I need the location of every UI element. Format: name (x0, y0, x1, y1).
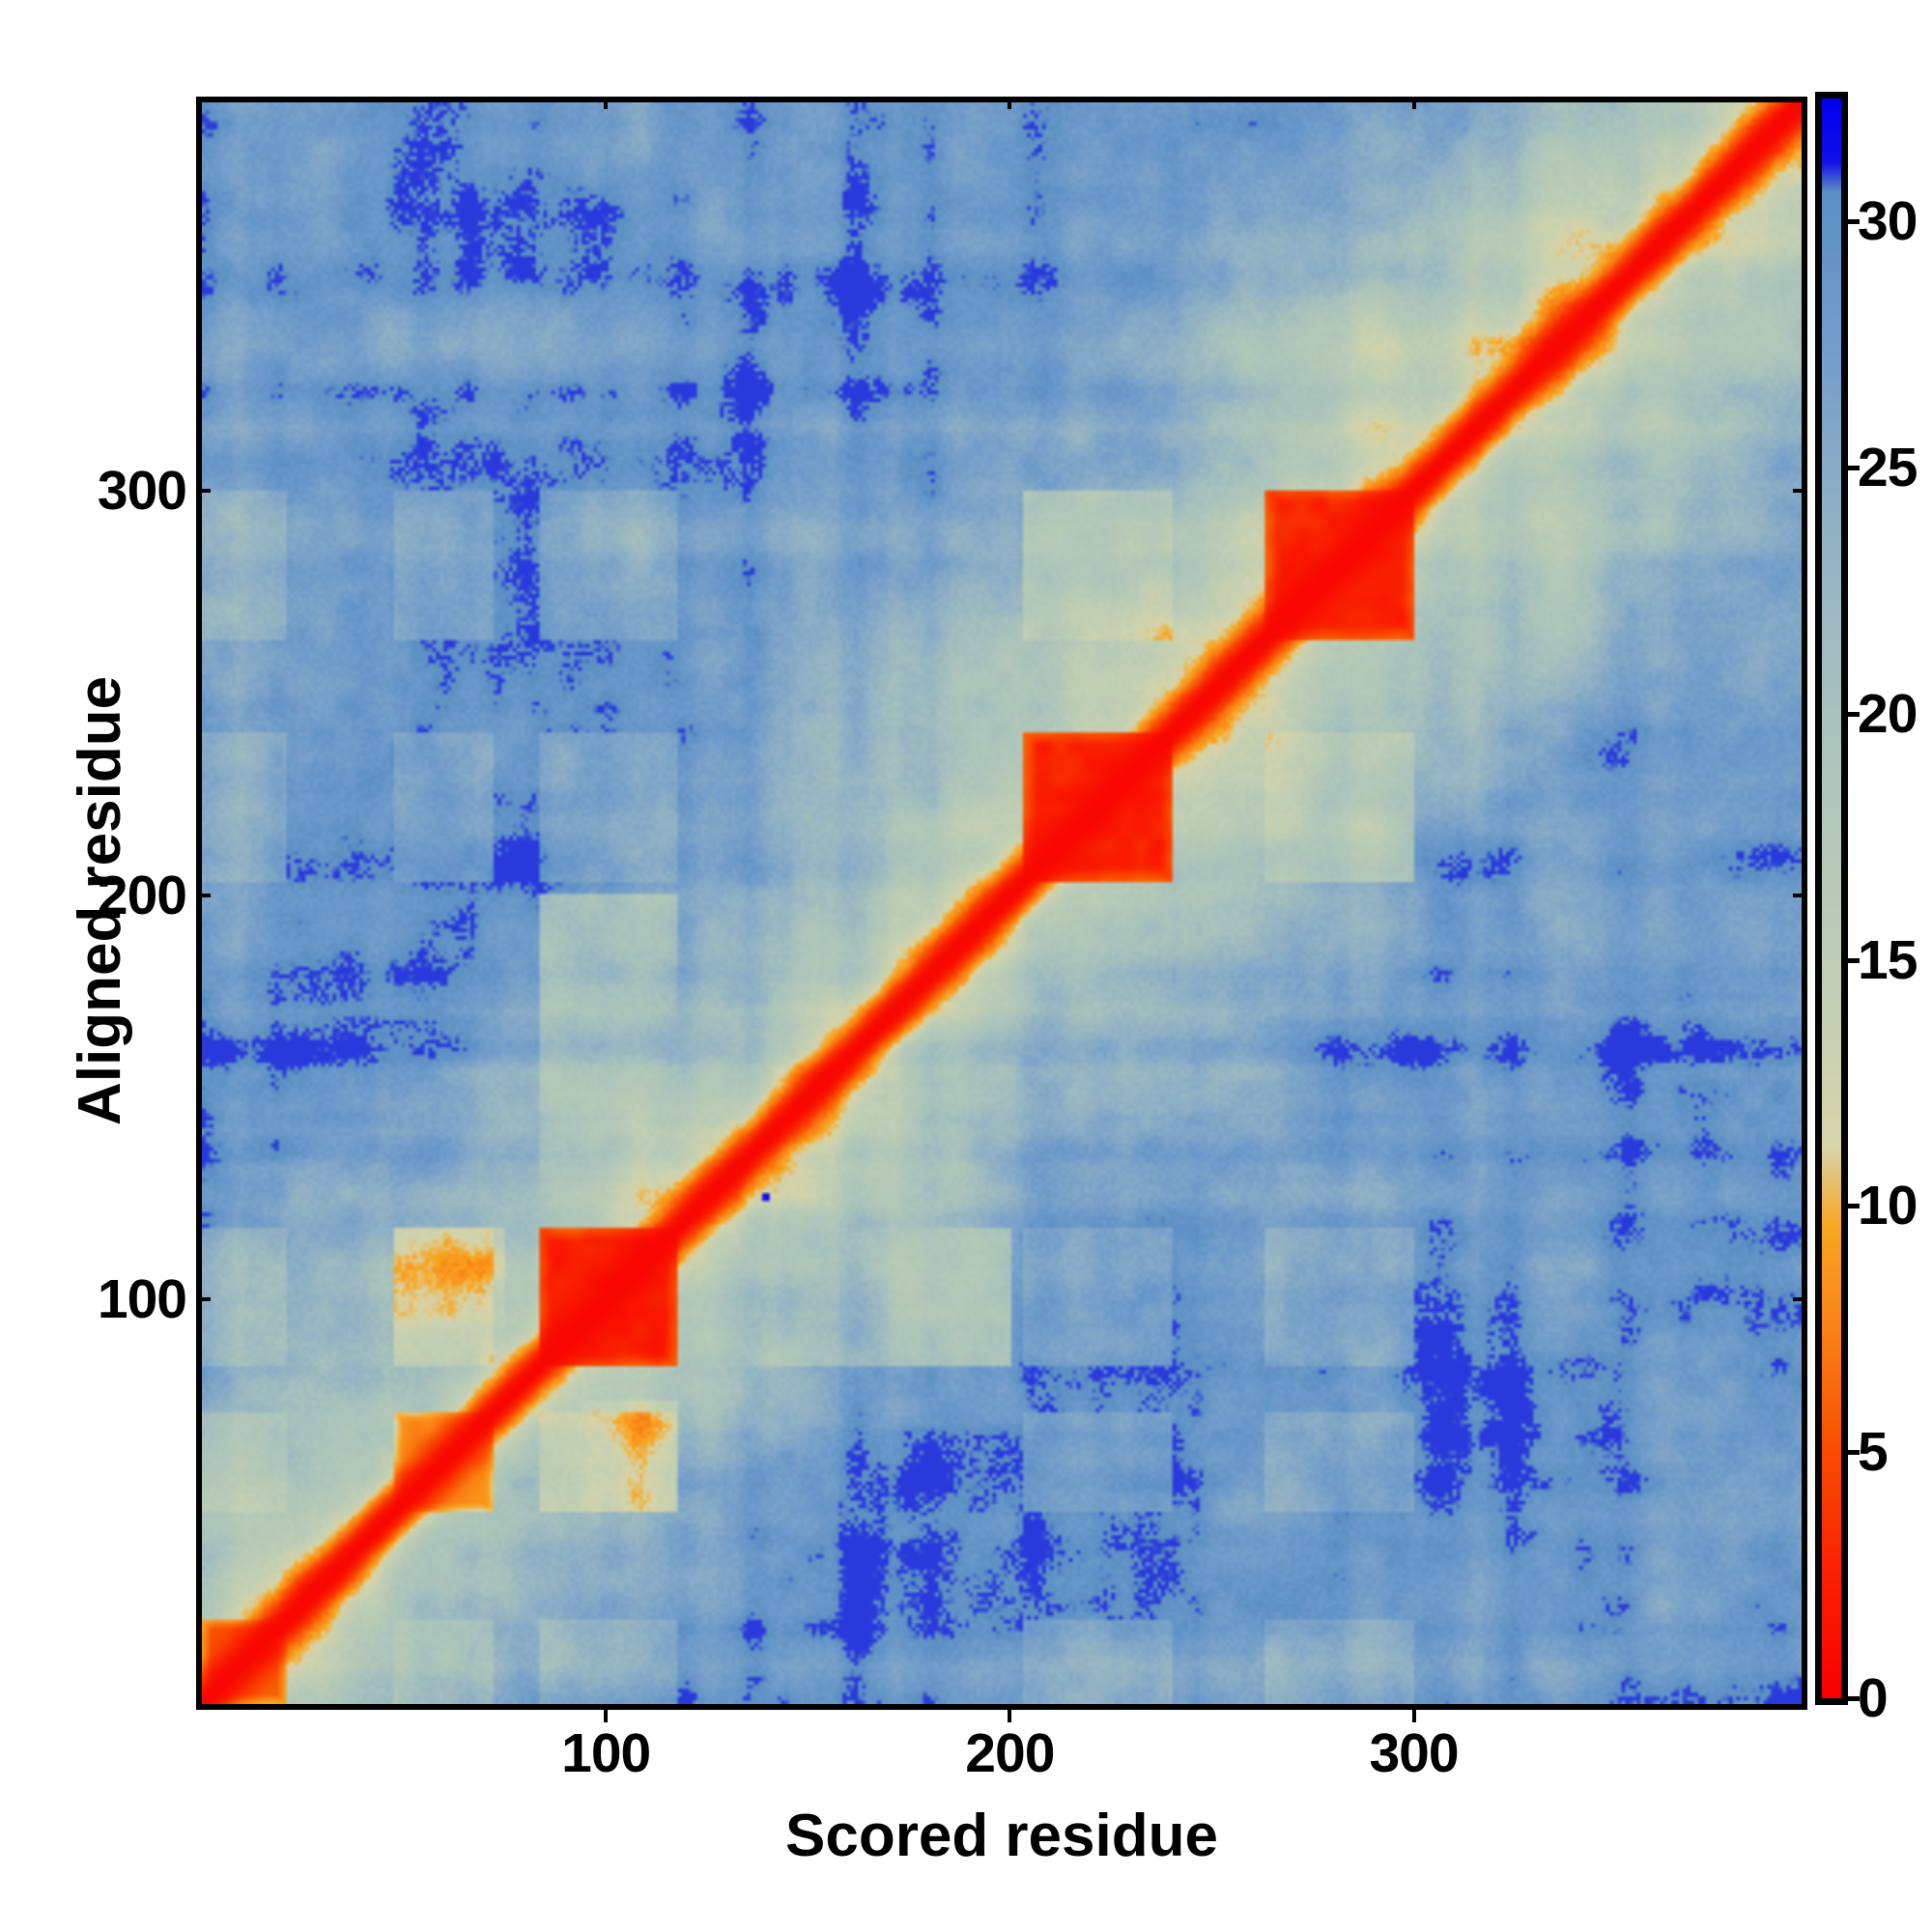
y-tick-label-200: 200 (97, 864, 187, 926)
x-tick-label-300: 300 (1369, 1722, 1459, 1784)
x-tick-top-300 (1411, 97, 1416, 109)
heatmap-plot-area (196, 97, 1807, 1710)
x-tick-label-200: 200 (965, 1722, 1055, 1784)
colorbar-tick-label-15: 15 (1858, 928, 1918, 991)
colorbar-tick-label-0: 0 (1858, 1667, 1889, 1729)
colorbar-tick-label-30: 30 (1858, 190, 1918, 253)
colorbar-tick-label-10: 10 (1858, 1175, 1918, 1237)
colorbar-tick-label-25: 25 (1858, 437, 1918, 499)
colorbar-tick-20 (1844, 711, 1860, 717)
colorbar-tick-0 (1844, 1696, 1860, 1701)
x-tick-label-100: 100 (561, 1722, 651, 1784)
y-tick-right-200 (1793, 893, 1805, 897)
colorbar-tick-label-20: 20 (1858, 682, 1918, 745)
x-tick-top-100 (604, 97, 609, 109)
y-tick-label-300: 300 (97, 459, 187, 522)
x-tick-top-200 (1008, 97, 1012, 109)
y-axis-title: Aligned residue (67, 675, 133, 1125)
y-tick-100 (197, 1297, 211, 1302)
colorbar-tick-25 (1844, 466, 1860, 471)
pae-heatmap-canvas (202, 102, 1802, 1704)
x-axis-title: Scored residue (785, 1803, 1218, 1869)
colorbar-tick-label-5: 5 (1858, 1421, 1889, 1484)
colorbar-tick-10 (1844, 1204, 1860, 1209)
y-tick-right-300 (1793, 488, 1805, 493)
y-tick-label-100: 100 (97, 1268, 187, 1331)
colorbar-tick-5 (1844, 1450, 1860, 1456)
colorbar (1815, 92, 1848, 1705)
x-tick-300 (1411, 1709, 1416, 1722)
colorbar-tick-15 (1844, 957, 1860, 963)
x-tick-200 (1008, 1709, 1012, 1722)
y-tick-200 (197, 893, 211, 897)
colorbar-tick-30 (1844, 219, 1860, 225)
y-tick-right-100 (1793, 1297, 1805, 1302)
y-tick-300 (197, 488, 211, 493)
x-tick-100 (604, 1709, 609, 1722)
colorbar-gradient (1822, 99, 1841, 1698)
